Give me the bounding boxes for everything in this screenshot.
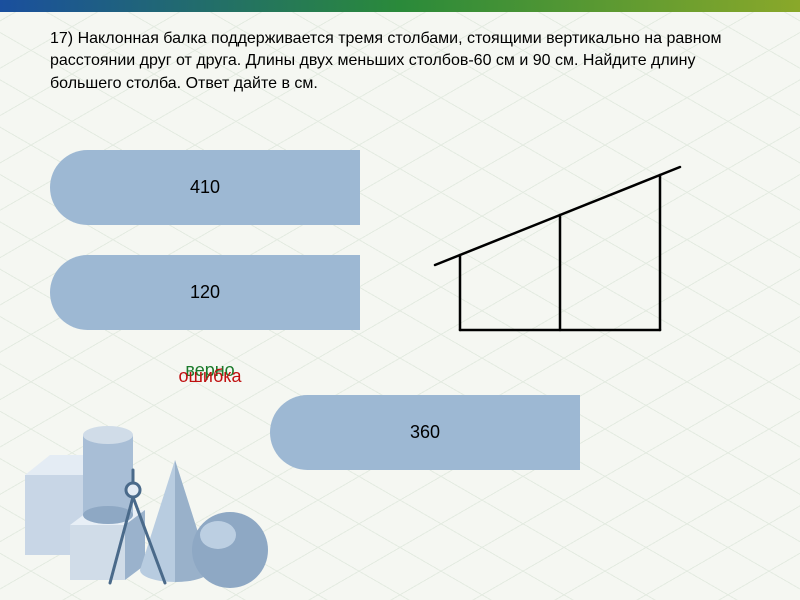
answer-option-2[interactable]: 120 [50, 255, 360, 330]
feedback-error: ошибка [150, 366, 270, 387]
top-stripe [0, 0, 800, 12]
answer-label: 360 [410, 422, 440, 443]
answer-label: 410 [190, 177, 220, 198]
sphere-shape [192, 512, 268, 588]
answer-label: 120 [190, 282, 220, 303]
beam-diagram [420, 150, 700, 345]
answer-option-3[interactable]: 360 [270, 395, 580, 470]
question-text: 17) Наклонная балка поддерживается тремя… [50, 28, 750, 95]
answer-option-1[interactable]: 410 [50, 150, 360, 225]
cylinder-shape [83, 426, 133, 524]
geometric-shapes [15, 405, 295, 595]
